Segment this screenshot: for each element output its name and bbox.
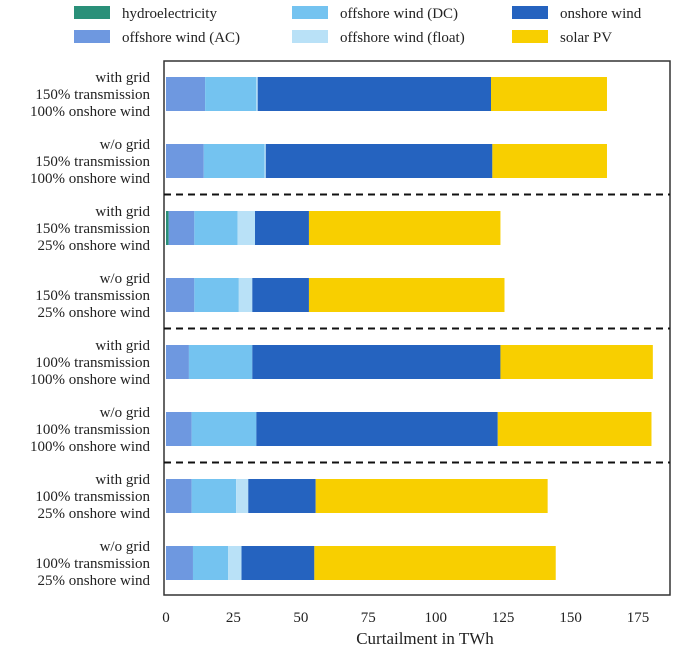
y-category-label-6-line-1: w/o grid — [100, 405, 151, 421]
bars — [166, 77, 653, 580]
legend-swatch-5 — [512, 6, 548, 19]
y-category-label-7-line-1: with grid — [95, 472, 150, 488]
bar-segment-4-5 — [252, 278, 309, 312]
bar-segment-7-6 — [315, 479, 548, 513]
y-category-label-4-line-1: w/o grid — [100, 271, 151, 287]
y-category-label-5-line-3: 100% onshore wind — [30, 372, 150, 388]
bar-segment-2-2 — [166, 144, 204, 178]
legend-label-6: solar PV — [560, 30, 612, 46]
y-category-label-8-line-2: 100% transmission — [35, 556, 150, 572]
bar-segment-8-5 — [241, 546, 315, 580]
bar-segment-7-3 — [191, 479, 237, 513]
bar-segment-6-5 — [256, 412, 498, 446]
x-tick-label: 150 — [559, 610, 582, 626]
y-category-label-3-line-1: with grid — [95, 204, 150, 220]
bar-segment-7-4 — [236, 479, 249, 513]
y-category-label-1-line-3: 100% onshore wind — [30, 104, 150, 120]
bar-segment-3-2 — [168, 211, 195, 245]
legend: hydroelectricity offshore wind (AC) offsho… — [74, 6, 642, 46]
bar-segment-3-6 — [308, 211, 501, 245]
y-category-label-7-line-3: 25% onshore wind — [38, 506, 151, 522]
bar-segment-1-4 — [256, 77, 258, 111]
x-tick-label: 75 — [361, 610, 376, 626]
bar-segment-4-6 — [308, 278, 505, 312]
bar-segment-5-5 — [252, 345, 501, 379]
x-tick-label: 25 — [226, 610, 241, 626]
bar-segment-3-1 — [166, 211, 169, 245]
bar-segment-8-4 — [228, 546, 242, 580]
bar-segment-6-6 — [497, 412, 652, 446]
bar-segment-3-5 — [255, 211, 309, 245]
legend-label-4: offshore wind (float) — [340, 30, 465, 46]
legend-swatch-2 — [74, 30, 110, 43]
legend-label-2: offshore wind (AC) — [122, 30, 240, 46]
x-tick-label: 125 — [492, 610, 515, 626]
y-category-label-2-line-2: 150% transmission — [35, 154, 150, 170]
bar-segment-4-2 — [166, 278, 195, 312]
y-category-label-1-line-2: 150% transmission — [35, 87, 150, 103]
bar-segment-6-2 — [166, 412, 192, 446]
bar-segment-2-3 — [203, 144, 265, 178]
y-category-label-8-line-3: 25% onshore wind — [38, 573, 151, 589]
bar-segment-8-3 — [192, 546, 229, 580]
bar-segment-8-6 — [314, 546, 556, 580]
bar-segment-4-3 — [194, 278, 239, 312]
y-category-label-3-line-3: 25% onshore wind — [38, 238, 151, 254]
y-category-label-3-line-2: 150% transmission — [35, 221, 150, 237]
y-category-label-6-line-2: 100% transmission — [35, 422, 150, 438]
x-axis-title: Curtailment in TWh — [356, 629, 494, 648]
bar-segment-5-6 — [500, 345, 653, 379]
legend-label-5: onshore wind — [560, 6, 642, 22]
x-tick-label: 50 — [293, 610, 308, 626]
bar-segment-2-5 — [265, 144, 493, 178]
bar-segment-1-6 — [491, 77, 607, 111]
bar-segment-7-5 — [248, 479, 316, 513]
x-tick-label: 100 — [424, 610, 447, 626]
bar-segment-4-4 — [238, 278, 253, 312]
bar-segment-3-4 — [237, 211, 256, 245]
bar-segment-1-5 — [257, 77, 492, 111]
y-category-label-1-line-1: with grid — [95, 70, 150, 86]
y-category-label-2-line-3: 100% onshore wind — [30, 171, 150, 187]
y-category-label-7-line-2: 100% transmission — [35, 489, 150, 505]
y-category-label-4-line-2: 150% transmission — [35, 288, 150, 304]
x-axis-ticks: 0 25 50 75 100 125 150 175 — [162, 610, 649, 626]
legend-label-3: offshore wind (DC) — [340, 6, 458, 22]
bar-segment-8-2 — [166, 546, 193, 580]
legend-swatch-1 — [74, 6, 110, 19]
bar-segment-6-3 — [191, 412, 257, 446]
legend-swatch-6 — [512, 30, 548, 43]
legend-label-1: hydroelectricity — [122, 6, 217, 22]
bar-segment-5-3 — [188, 345, 253, 379]
y-category-label-4-line-3: 25% onshore wind — [38, 305, 151, 321]
group-separators — [164, 193, 670, 464]
legend-swatch-4 — [292, 30, 328, 43]
y-category-label-5-line-2: 100% transmission — [35, 355, 150, 371]
bar-segment-3-3 — [194, 211, 238, 245]
bar-segment-2-4 — [264, 144, 266, 178]
bar-segment-5-2 — [166, 345, 189, 379]
y-category-label-6-line-3: 100% onshore wind — [30, 439, 150, 455]
y-category-label-5-line-1: with grid — [95, 338, 150, 354]
y-category-label-8-line-1: w/o grid — [100, 539, 151, 555]
bar-segment-1-2 — [166, 77, 206, 111]
legend-swatch-3 — [292, 6, 328, 19]
y-category-label-2-line-1: w/o grid — [100, 137, 151, 153]
bar-segment-2-6 — [492, 144, 607, 178]
x-tick-label: 0 — [162, 610, 170, 626]
x-tick-label: 175 — [627, 610, 650, 626]
bar-segment-1-3 — [205, 77, 257, 111]
bar-segment-7-2 — [166, 479, 192, 513]
